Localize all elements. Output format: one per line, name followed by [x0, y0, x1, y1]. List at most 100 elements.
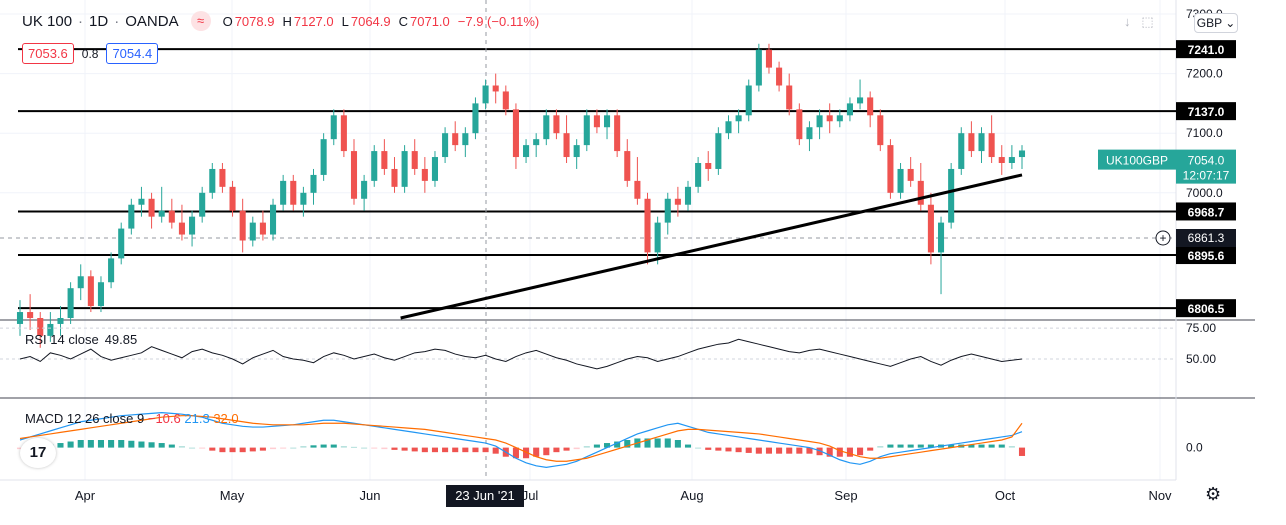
macd-histogram-bar — [563, 447, 570, 451]
candle-body — [178, 222, 185, 235]
macd-histogram-bar — [472, 447, 479, 453]
candle-body — [320, 139, 327, 175]
candle-body — [219, 168, 226, 187]
macd-histogram-bar — [361, 447, 368, 449]
candle-body — [796, 109, 803, 140]
wave-icon[interactable]: ≈ — [190, 11, 211, 31]
candle-body — [543, 115, 550, 140]
candlestick-series[interactable] — [16, 43, 1026, 348]
candle-body — [229, 186, 236, 211]
download-icon[interactable]: ↓ ⬚ — [1124, 14, 1154, 29]
macd-histogram-bar — [907, 444, 914, 448]
crosshair-price-label: 6861.3 — [1188, 231, 1225, 245]
macd-hist-value: −10.6 — [147, 411, 181, 426]
candle-body — [199, 192, 206, 217]
price-tick-label: 7200.0 — [1186, 67, 1223, 81]
candle-body — [715, 133, 722, 169]
macd-histogram-bar — [269, 447, 277, 450]
macd-histogram-bar — [158, 443, 165, 448]
macd-histogram-bar — [796, 447, 803, 454]
candle-body — [189, 216, 196, 235]
time-tick-label: Nov — [1148, 488, 1172, 503]
macd-histogram-bar — [705, 447, 712, 450]
candle-body — [361, 180, 368, 199]
symbol-name[interactable]: UK 100 — [22, 12, 73, 30]
macd-histogram-bar — [654, 438, 661, 448]
macd-pane[interactable]: 0.0 — [16, 412, 1203, 468]
macd-histogram-bar — [320, 444, 327, 448]
interval[interactable]: 1D — [89, 12, 109, 30]
candle-body — [786, 85, 793, 110]
candle-body — [887, 145, 894, 193]
macd-histogram-bar — [442, 447, 449, 453]
candle-body — [593, 115, 600, 128]
high-value: 7127.0 — [293, 13, 334, 29]
macd-histogram-bar — [583, 446, 590, 448]
candle-body — [431, 157, 439, 181]
rsi-legend[interactable]: RSI 14 close 49.85 — [25, 332, 137, 347]
macd-histogram-bar — [533, 447, 540, 457]
macd-histogram-bar — [998, 444, 1005, 448]
macd-histogram-bar — [877, 446, 884, 448]
trendline[interactable] — [400, 173, 1023, 320]
macd-histogram-bar — [168, 444, 175, 448]
buy-button[interactable]: 7054.4 — [106, 43, 159, 64]
gear-icon[interactable]: ⚙ — [1205, 484, 1222, 504]
macd-histogram-bar — [330, 444, 337, 448]
time-axis[interactable]: Apr May Jun Jul Aug Sep Oct Nov — [75, 488, 1172, 503]
rsi-pane[interactable]: 75.00 50.00 — [0, 321, 1216, 370]
crosshair-price-tag — [1176, 229, 1236, 247]
crosshair-date-label: 23 Jun '21 — [446, 485, 524, 507]
candle-body — [249, 222, 256, 241]
candle-body — [806, 127, 813, 140]
tradingview-logo-icon[interactable]: 17 — [20, 438, 56, 468]
macd-histogram-bar — [128, 440, 135, 448]
sell-button[interactable]: 7053.6 — [22, 43, 74, 64]
candle-body — [907, 168, 914, 181]
level-price-tag — [1176, 299, 1236, 318]
trade-buttons: 7053.6 0.8 7054.4 — [22, 43, 159, 64]
candle-body — [158, 210, 165, 217]
macd-histogram-bar — [300, 446, 307, 448]
macd-histogram-bar — [462, 447, 469, 453]
candle-body — [948, 168, 955, 223]
price-axis[interactable]: 7241.07137.06968.76895.66806.57300.07200… — [1098, 7, 1236, 318]
candle-body — [897, 168, 904, 193]
time-tick-label: Apr — [75, 488, 96, 503]
candle-body — [371, 151, 378, 181]
candle-body — [857, 97, 864, 104]
candle-body — [867, 97, 874, 116]
macd-histogram-bar — [695, 447, 702, 449]
macd-histogram-bar — [411, 447, 418, 452]
candle-body — [927, 204, 934, 253]
macd-histogram-bar — [148, 442, 155, 448]
time-tick-label: Oct — [995, 488, 1016, 503]
macd-histogram-bar — [249, 447, 256, 452]
candle-body — [482, 85, 489, 104]
candle-body — [684, 186, 692, 205]
macd-histogram-bar — [178, 446, 185, 448]
macd-histogram-bar — [644, 438, 651, 448]
macd-histogram-bar — [614, 441, 621, 448]
currency-button[interactable]: GBP ⌄ — [1194, 13, 1238, 33]
add-alert-icon — [1155, 230, 1171, 246]
candle-body — [765, 49, 773, 68]
candle-body — [300, 192, 307, 205]
price-tick-label: 7100.0 — [1186, 126, 1223, 140]
time-tick-label: Aug — [680, 488, 703, 503]
ohlc-values: O 7078.9 H 7127.0 L 7064.9 C 7071.0 −7.9 (−0… — [222, 13, 540, 29]
macd-histogram-bar — [77, 440, 84, 448]
macd-histogram-bar — [310, 445, 317, 448]
candle-body — [138, 198, 145, 205]
macd-histogram-bar — [57, 443, 64, 448]
level-price-label: 6895.6 — [1188, 249, 1225, 263]
macd-histogram-bar — [1008, 446, 1015, 448]
plus-icon: + — [1159, 231, 1166, 245]
macd-histogram-bar — [209, 447, 216, 451]
macd-legend[interactable]: MACD 12 26 close 9 −10.6 21.3 32.0 — [25, 411, 239, 426]
candle-body — [37, 318, 44, 336]
candle-body — [937, 222, 945, 253]
candle-body — [533, 139, 540, 146]
candle-body — [644, 198, 651, 253]
